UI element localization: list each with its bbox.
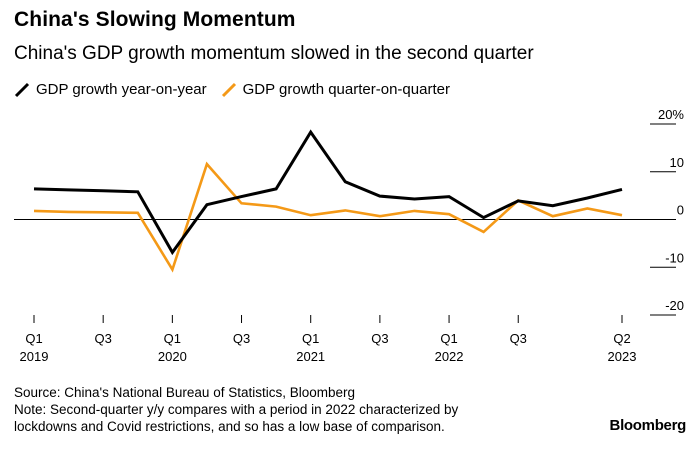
x-tick-label-year: 2021 (296, 349, 325, 364)
x-tick-label: Q2 (613, 331, 630, 346)
legend-item-yoy: GDP growth year-on-year (14, 81, 207, 98)
note-line-2: lockdowns and Covid restrictions, and so… (14, 419, 445, 434)
note-line-1: Note: Second-quarter y/y compares with a… (14, 402, 459, 417)
legend-swatch-qoq (221, 82, 236, 97)
x-tick-label-year: 2019 (20, 349, 49, 364)
y-tick-label: 10 (670, 155, 684, 170)
x-tick-label-year: 2020 (158, 349, 187, 364)
series-line-yoy (33, 129, 623, 256)
chart-title: China's Slowing Momentum (14, 8, 296, 31)
y-tick-label: -20 (665, 298, 684, 313)
x-tick-label: Q1 (302, 331, 319, 346)
x-tick-label: Q1 (25, 331, 42, 346)
source-note: Source: China's National Bureau of Stati… (14, 385, 356, 400)
x-tick-label-year: 2023 (608, 349, 637, 364)
legend-swatch-yoy (14, 82, 30, 97)
legend-label-yoy: GDP growth year-on-year (36, 81, 207, 98)
bloomberg-logo: Bloomberg (609, 417, 687, 434)
y-tick-label: -10 (665, 250, 684, 265)
x-tick-label: Q3 (371, 331, 388, 346)
chart-subtitle: China's GDP growth momentum slowed in th… (14, 43, 534, 64)
y-tick-label: 0 (677, 203, 684, 218)
x-tick-label: Q1 (164, 331, 181, 346)
footer-notes: Source: China's National Bureau of Stati… (14, 384, 574, 435)
legend-item-qoq: GDP growth quarter-on-quarter (221, 81, 450, 98)
series-line-qoq (33, 161, 623, 273)
legend: GDP growth year-on-year GDP growth quart… (14, 81, 464, 98)
x-tick-label-year: 2022 (435, 349, 464, 364)
x-tick-label: Q1 (440, 331, 457, 346)
x-tick-label: Q3 (510, 331, 527, 346)
y-tick-label: 20% (658, 107, 684, 122)
legend-label-qoq: GDP growth quarter-on-quarter (242, 81, 450, 98)
x-tick-label: Q3 (95, 331, 112, 346)
x-tick-label: Q3 (233, 331, 250, 346)
